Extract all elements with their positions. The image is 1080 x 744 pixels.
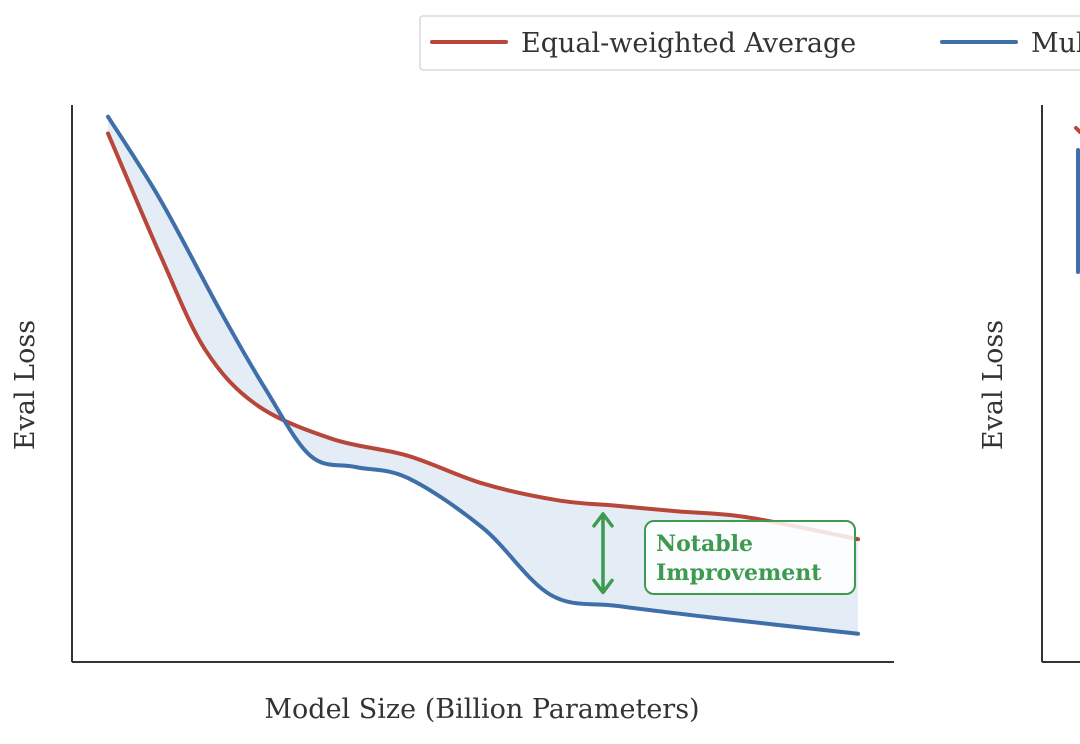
legend: Equal-weighted Average Mul [419,15,1080,71]
series-line-equal-weighted-average [106,131,860,542]
x-axis-label: Model Size (Billion Parameters) [264,694,699,725]
legend-label-mul: Mul [1031,28,1080,59]
y-axis-label: Eval Loss [10,320,41,450]
right-series-stub-equal-weighted [1074,126,1080,134]
right-plot: Eval Loss [978,105,1080,663]
legend-frame [419,15,1080,71]
series-line-mul [106,114,860,636]
annotation-box [644,520,856,595]
right-y-axis-label: Eval Loss [978,320,1009,450]
notable-improvement-annotation: Notable Improvement [592,512,856,595]
annotation-text-line2: Improvement [656,560,822,586]
left-plot: Notable Improvement Model Size (Billion … [10,105,894,725]
improvement-arrow-head-top [592,512,614,528]
legend-label-equal-weighted: Equal-weighted Average [521,28,856,59]
annotation-text-line1: Notable [656,531,753,557]
improvement-arrow-head-bottom [592,578,614,595]
